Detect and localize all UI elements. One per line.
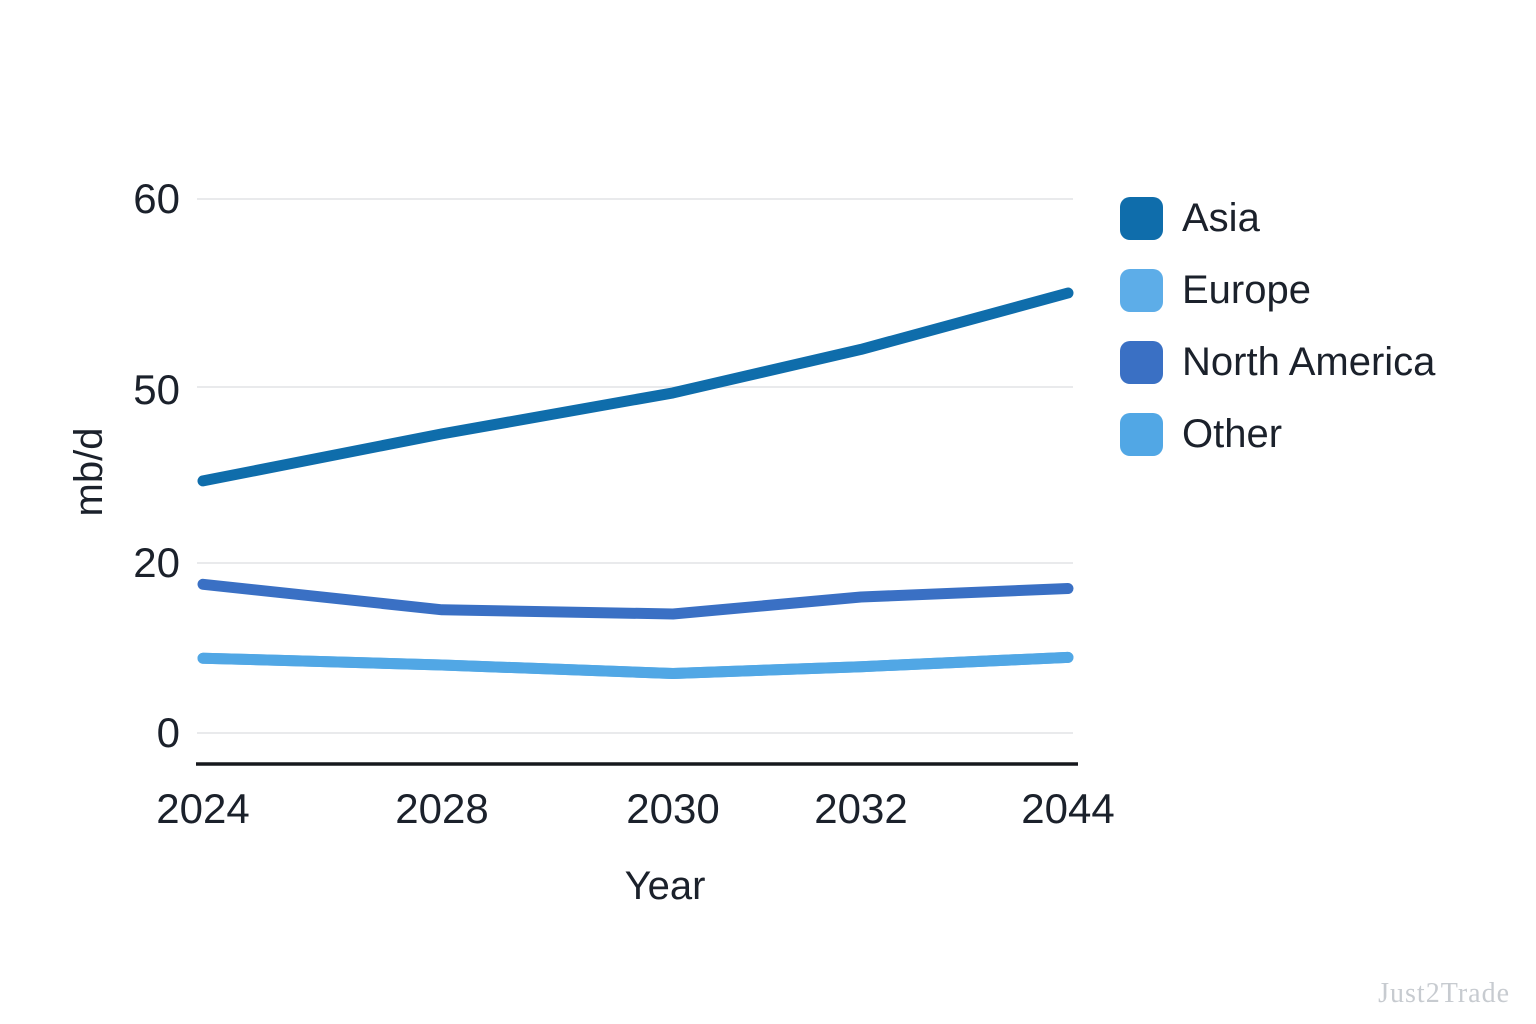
x-tick-label: 2030 <box>626 785 720 832</box>
legend-item-europe: Europe <box>1120 268 1435 312</box>
legend-swatch-asia <box>1120 196 1163 240</box>
legend: Asia Europe North America Other <box>1120 196 1435 456</box>
y-tick-label: 60 <box>133 175 180 222</box>
legend-item-north-america: North America <box>1120 340 1435 384</box>
series-line-other <box>197 651 1074 679</box>
x-tick-label: 2044 <box>1021 785 1115 832</box>
y-axis-title: mb/d <box>67 427 111 517</box>
x-tick-label: 2024 <box>156 785 250 832</box>
series-line-north-america <box>197 578 1074 620</box>
legend-item-asia: Asia <box>1120 196 1435 240</box>
y-tick-label: 0 <box>156 709 180 756</box>
y-tick-label: 50 <box>133 366 180 413</box>
series-line-asia <box>197 287 1074 487</box>
legend-swatch-north-america <box>1120 340 1163 384</box>
legend-label: Other <box>1182 412 1283 456</box>
watermark: Just2Trade <box>1378 978 1510 1009</box>
x-tick-label: 2028 <box>395 785 489 832</box>
legend-swatch-europe <box>1120 268 1163 312</box>
legend-label: Europe <box>1182 268 1311 312</box>
x-axis-title: Year <box>624 864 706 908</box>
legend-label: North America <box>1182 340 1436 384</box>
x-tick-label: 2032 <box>814 785 908 832</box>
legend-item-other: Other <box>1120 412 1435 456</box>
legend-swatch-other <box>1120 412 1163 456</box>
y-tick-label: 20 <box>133 539 180 586</box>
legend-label: Asia <box>1182 196 1260 240</box>
